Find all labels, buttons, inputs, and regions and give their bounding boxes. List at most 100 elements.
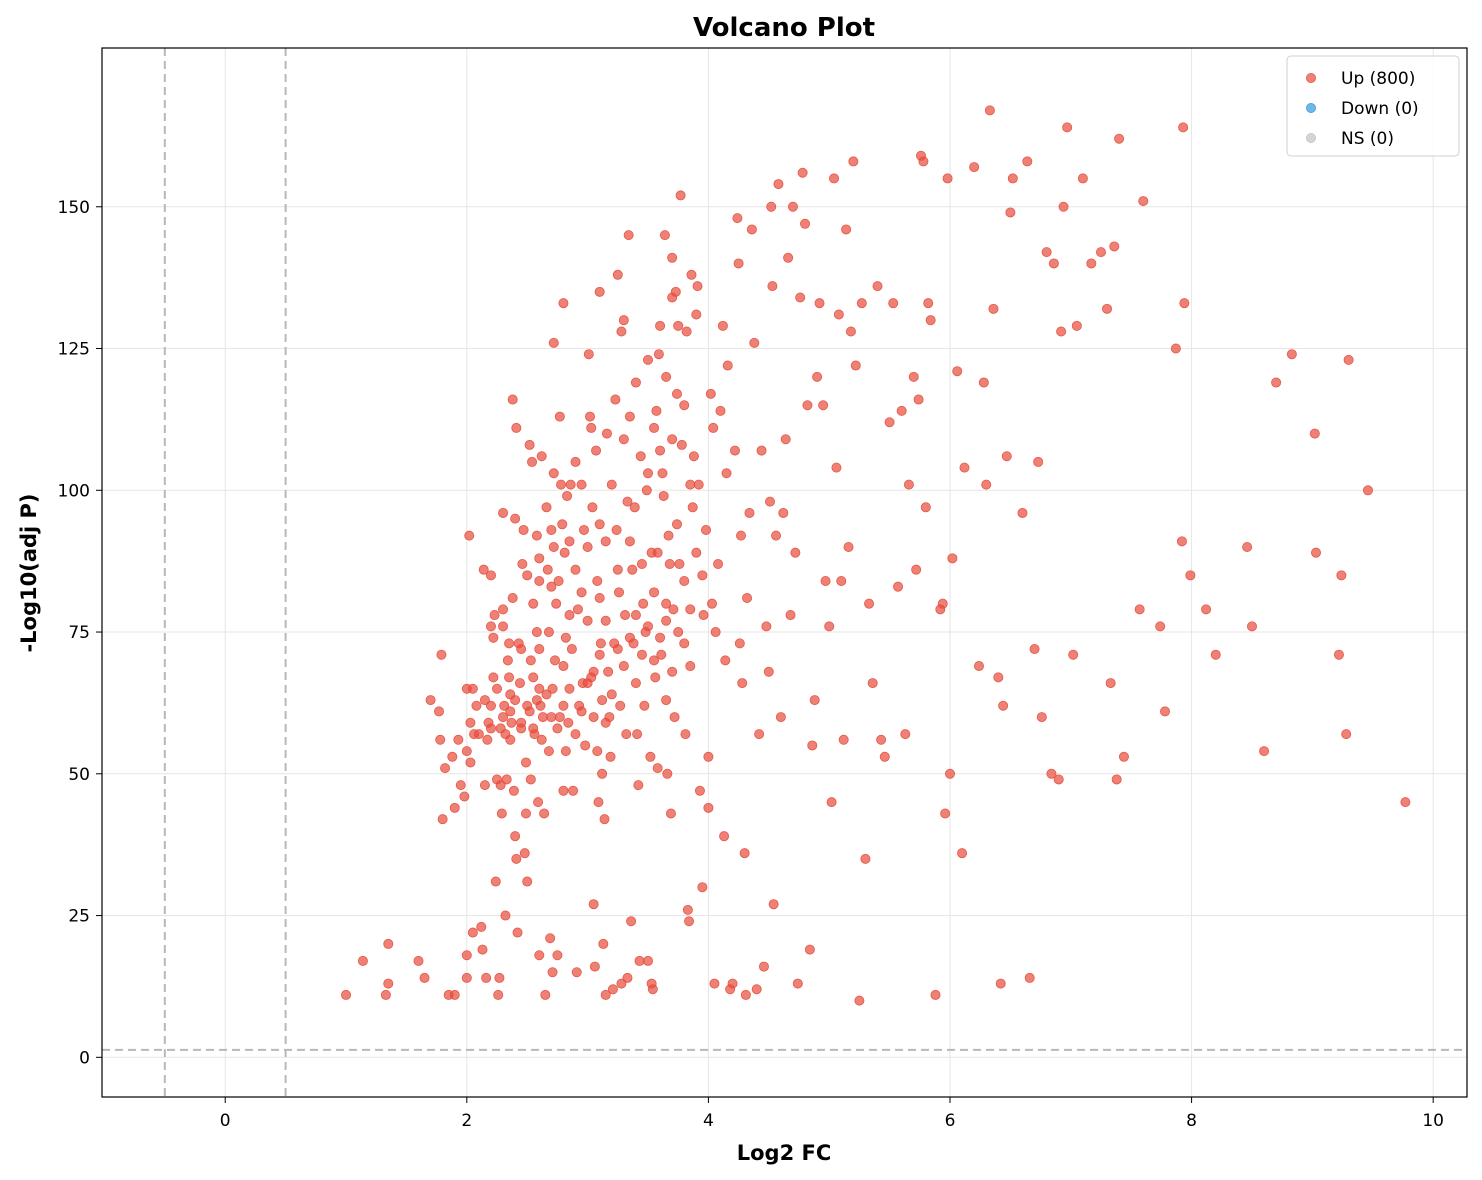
data-points xyxy=(341,105,1411,1006)
data-point xyxy=(710,627,721,638)
data-point xyxy=(860,853,871,864)
data-point xyxy=(592,576,603,587)
data-point xyxy=(655,632,666,643)
data-point xyxy=(562,490,573,501)
data-point xyxy=(713,558,724,569)
data-point xyxy=(580,740,591,751)
data-point xyxy=(925,315,936,326)
data-point xyxy=(833,309,844,320)
y-tick-label: 125 xyxy=(58,340,90,360)
data-point xyxy=(1048,258,1059,269)
data-point xyxy=(845,326,856,337)
data-point xyxy=(691,547,702,558)
data-point xyxy=(981,479,992,490)
data-point xyxy=(1005,207,1016,218)
data-point xyxy=(1111,774,1122,785)
data-point xyxy=(449,989,460,1000)
data-point xyxy=(1341,729,1352,740)
data-point xyxy=(534,644,545,655)
data-point xyxy=(534,553,545,564)
data-point xyxy=(634,955,645,966)
data-point xyxy=(879,751,890,762)
data-point xyxy=(605,751,616,762)
data-point xyxy=(623,230,634,241)
data-point xyxy=(449,802,460,813)
data-point xyxy=(558,298,569,309)
data-point xyxy=(413,955,424,966)
data-point xyxy=(464,530,475,541)
data-point xyxy=(836,576,847,587)
data-point xyxy=(1024,972,1035,983)
data-point xyxy=(649,655,660,666)
data-point xyxy=(534,950,545,961)
data-point xyxy=(593,797,604,808)
data-point xyxy=(1022,156,1033,167)
data-point xyxy=(467,683,478,694)
data-point xyxy=(531,627,542,638)
data-point xyxy=(780,434,791,445)
data-point xyxy=(636,649,647,660)
data-point xyxy=(606,479,617,490)
data-point xyxy=(542,564,553,575)
data-point xyxy=(920,502,931,513)
data-point xyxy=(516,717,527,728)
data-point xyxy=(548,337,559,348)
data-point xyxy=(783,252,794,263)
data-point xyxy=(673,627,684,638)
data-point xyxy=(1138,196,1149,207)
data-point xyxy=(647,984,658,995)
data-point xyxy=(655,445,666,456)
data-point xyxy=(649,587,660,598)
data-point xyxy=(663,530,674,541)
data-point xyxy=(800,218,811,229)
data-point xyxy=(744,507,755,518)
data-point xyxy=(1058,201,1069,212)
data-point xyxy=(453,734,464,745)
data-point xyxy=(1033,456,1044,467)
data-point xyxy=(761,621,772,632)
data-point xyxy=(597,768,608,779)
data-point xyxy=(850,360,861,371)
data-point xyxy=(1309,428,1320,439)
data-point xyxy=(984,105,995,116)
data-point xyxy=(612,564,623,575)
data-point xyxy=(896,405,907,416)
data-point xyxy=(687,502,698,513)
data-point xyxy=(957,848,968,859)
data-point xyxy=(691,309,702,320)
data-point xyxy=(1056,326,1067,337)
data-point xyxy=(767,281,778,292)
data-point xyxy=(600,536,611,547)
data-point xyxy=(522,570,533,581)
data-point xyxy=(734,638,745,649)
data-point xyxy=(501,774,512,785)
data-point xyxy=(585,411,596,422)
data-point xyxy=(814,298,825,309)
data-point xyxy=(792,978,803,989)
data-point xyxy=(557,519,568,530)
data-point xyxy=(527,456,538,467)
data-point xyxy=(913,394,924,405)
data-point xyxy=(661,371,672,382)
data-point xyxy=(973,661,984,672)
data-point xyxy=(1041,247,1052,258)
data-point xyxy=(478,564,489,575)
data-point xyxy=(505,706,516,717)
data-point xyxy=(639,700,650,711)
data-point xyxy=(514,678,525,689)
data-point xyxy=(610,394,621,405)
data-point xyxy=(531,530,542,541)
data-point xyxy=(918,156,929,167)
data-point xyxy=(727,978,738,989)
data-point xyxy=(797,167,808,178)
data-point xyxy=(1062,122,1073,133)
data-point xyxy=(843,541,854,552)
data-point xyxy=(616,978,627,989)
data-point xyxy=(1071,320,1082,331)
chart-title: Volcano Plot xyxy=(693,13,875,43)
data-point xyxy=(737,678,748,689)
plot-frame xyxy=(101,47,1468,1098)
data-point xyxy=(795,292,806,303)
data-point xyxy=(651,405,662,416)
